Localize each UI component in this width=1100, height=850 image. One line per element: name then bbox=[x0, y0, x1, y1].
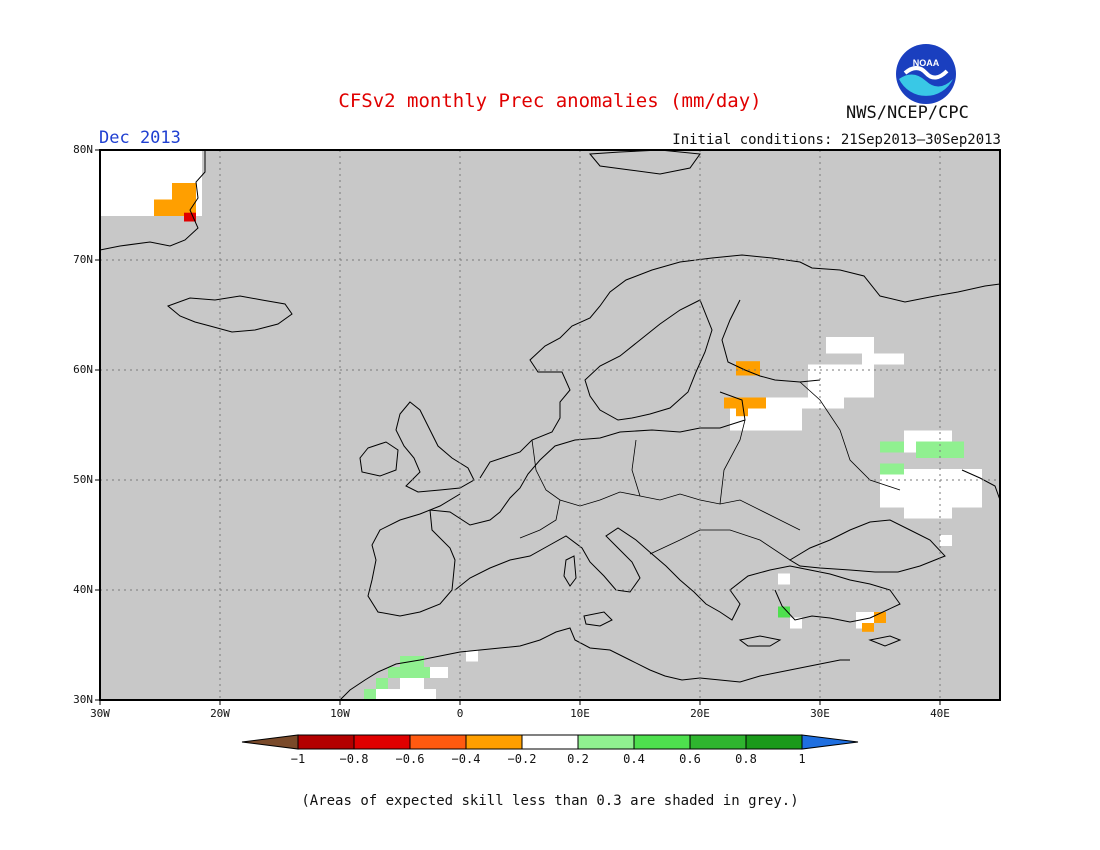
anomaly-cell-light-green bbox=[880, 441, 904, 453]
lat-label: 40N bbox=[73, 583, 93, 596]
initial-conditions: Initial conditions: 21Sep2013–30Sep2013 bbox=[672, 132, 1001, 148]
anomaly-cell-orange bbox=[172, 183, 196, 200]
axis-ticks bbox=[95, 149, 941, 705]
lat-label: 80N bbox=[73, 143, 93, 156]
lon-label: 10W bbox=[330, 707, 350, 720]
anomaly-cell-white bbox=[826, 337, 874, 354]
lat-label: 70N bbox=[73, 253, 93, 266]
lon-label: 0 bbox=[456, 707, 464, 720]
lat-label: 30N bbox=[73, 693, 93, 706]
anomaly-cell-orange bbox=[154, 199, 196, 216]
anomaly-cell-light-green bbox=[364, 689, 376, 700]
lon-label: 30W bbox=[90, 707, 110, 720]
colorbar-label: 0.2 bbox=[567, 752, 589, 766]
coastlines bbox=[99, 149, 1001, 701]
forecast-month: Dec 2013 bbox=[99, 128, 181, 148]
colorbar-label: 1 bbox=[798, 752, 806, 766]
lon-label: 10E bbox=[570, 707, 590, 720]
anomaly-cells bbox=[100, 150, 982, 700]
anomaly-cell-white bbox=[430, 667, 448, 678]
colorbar-label: −0.2 bbox=[507, 752, 537, 766]
anomaly-cell-white bbox=[778, 573, 790, 585]
anomaly-cell-orange bbox=[862, 623, 874, 632]
anomaly-cell-red bbox=[184, 212, 196, 222]
colorbar-label: 0.4 bbox=[623, 752, 645, 766]
colorbar-label: −1 bbox=[290, 752, 306, 766]
anomaly-cell-light-green bbox=[916, 441, 964, 458]
map-frame bbox=[99, 149, 1001, 701]
logo-text: NOAA bbox=[913, 58, 940, 68]
colorbar-label: −0.4 bbox=[451, 752, 481, 766]
lon-label: 20W bbox=[210, 707, 230, 720]
agency-label: NWS/NCEP/CPC bbox=[846, 103, 969, 123]
anomaly-cell-white bbox=[802, 397, 844, 409]
anomaly-cell-white bbox=[790, 617, 802, 629]
anomaly-cell-light-green bbox=[388, 667, 430, 678]
lat-label: 50N bbox=[73, 473, 93, 486]
anomaly-cell-orange bbox=[736, 361, 760, 376]
map-background bbox=[100, 150, 1000, 700]
lon-label: 20E bbox=[690, 707, 710, 720]
lat-label: 60N bbox=[73, 363, 93, 376]
anomaly-cell-white bbox=[904, 507, 952, 519]
anomaly-cell-orange bbox=[724, 397, 766, 409]
anomaly-cell-orange bbox=[874, 612, 886, 623]
anomaly-cell-white bbox=[940, 535, 952, 546]
anomaly-cell-white bbox=[880, 469, 982, 508]
skill-note: (Areas of expected skill less than 0.3 a… bbox=[301, 793, 799, 809]
colorbar-label: 0.6 bbox=[679, 752, 701, 766]
anomaly-cell-white bbox=[400, 678, 424, 689]
map-title: CFSv2 monthly Prec anomalies (mm/day) bbox=[338, 90, 762, 112]
colorbar-label: −0.6 bbox=[395, 752, 425, 766]
anomaly-cell-white bbox=[862, 353, 904, 365]
lon-label: 30E bbox=[810, 707, 830, 720]
anomaly-cell-green bbox=[778, 606, 790, 618]
anomaly-cell-white bbox=[808, 364, 874, 398]
anomaly-cell-light-green bbox=[880, 463, 904, 475]
colorbar-label: 0.8 bbox=[735, 752, 757, 766]
anomaly-cell-orange bbox=[736, 408, 748, 417]
lon-label: 40E bbox=[930, 707, 950, 720]
gridlines bbox=[100, 150, 1000, 700]
noaa-logo: NOAA bbox=[896, 44, 956, 104]
anomaly-cell-white bbox=[466, 650, 478, 662]
colorbar-label: −0.8 bbox=[339, 752, 369, 766]
anomaly-cell-white bbox=[376, 689, 436, 700]
anomaly-cell-light-green bbox=[376, 678, 388, 689]
